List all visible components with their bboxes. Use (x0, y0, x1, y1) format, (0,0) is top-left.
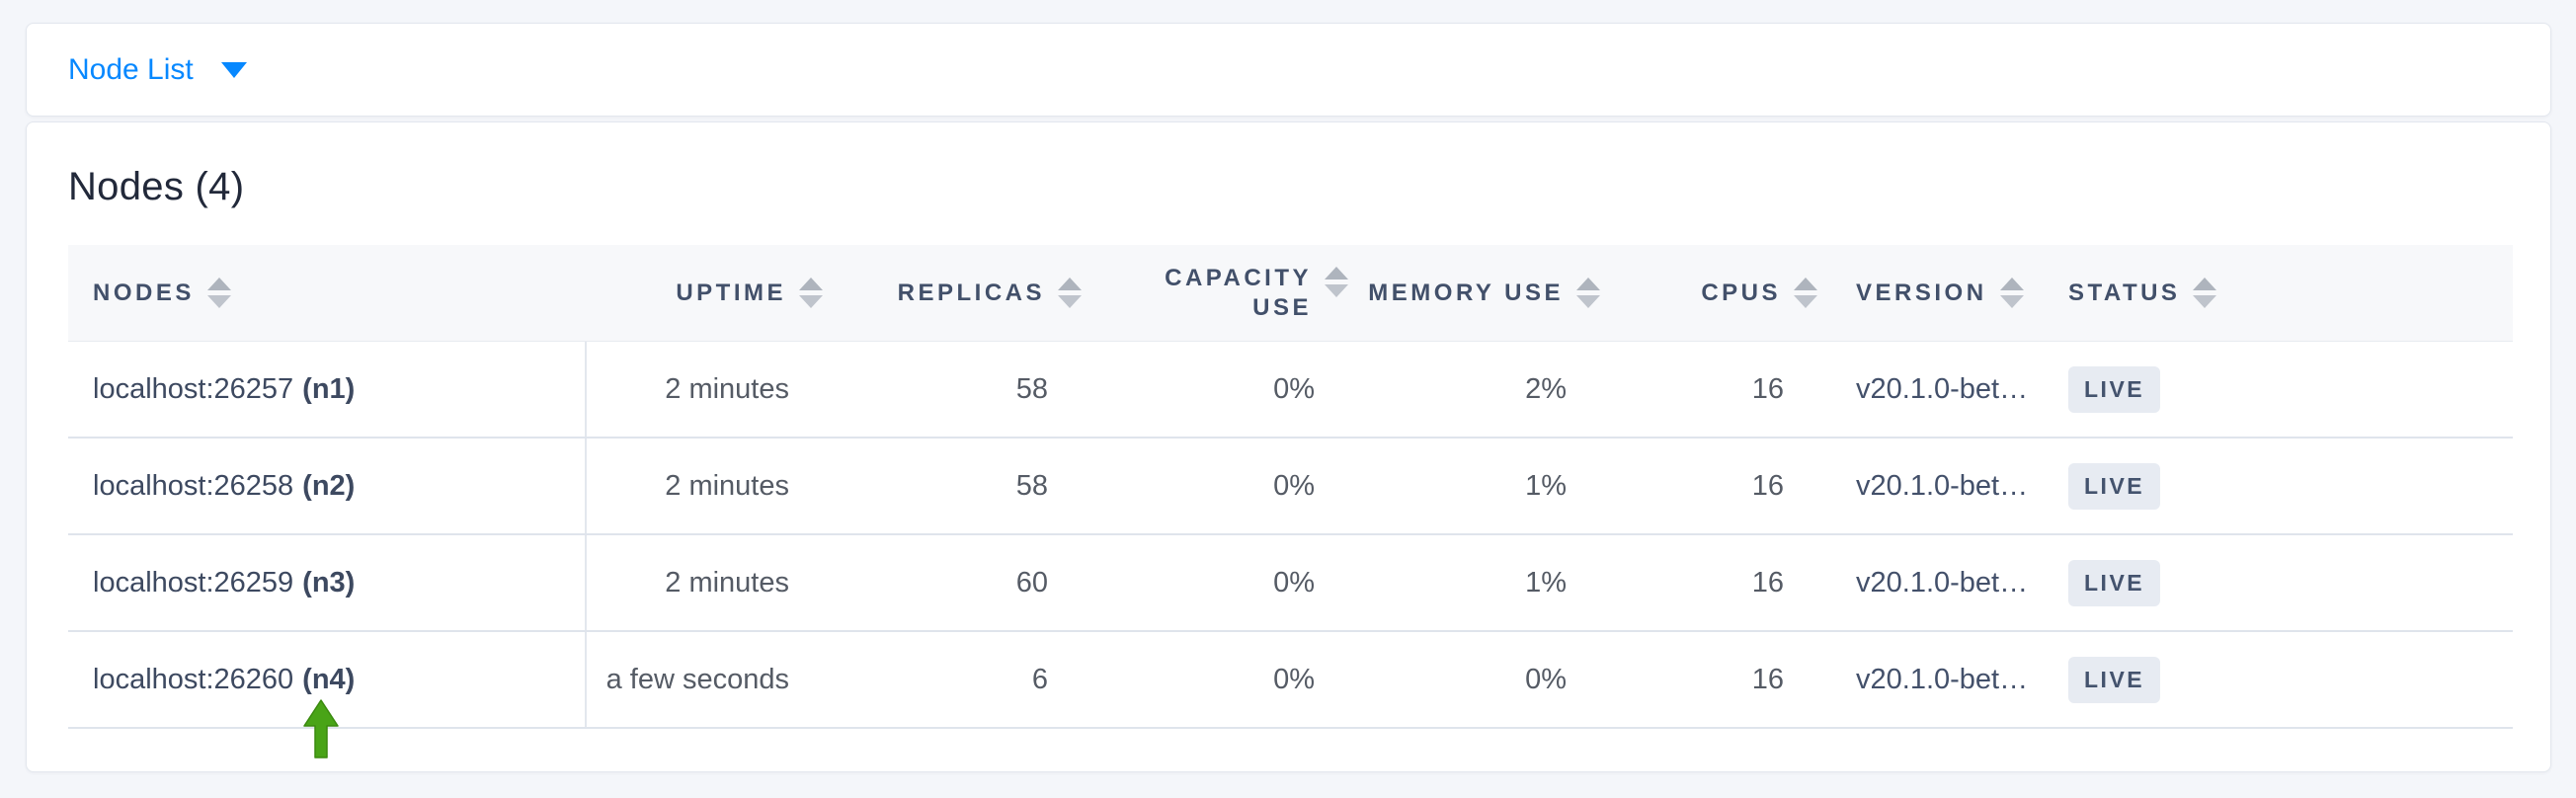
column-label: CPUS (1701, 279, 1781, 306)
column-header-version[interactable]: VERSION (1823, 245, 2041, 341)
table-row-n1[interactable]: localhost:26257 (n1) 2 minutes 58 0% 2% … (68, 342, 2513, 439)
capacity-use-cell: 0% (1273, 372, 1315, 405)
cpus-cell: 16 (1751, 469, 1784, 502)
column-label: NODES (93, 279, 195, 306)
status-cell: LIVE (2041, 632, 2513, 727)
status-badge: LIVE (2068, 462, 2161, 510)
node-cell[interactable]: localhost:26260 (n4) (68, 632, 587, 727)
uptime-cell: 2 minutes (665, 566, 789, 598)
column-header-replicas[interactable]: REPLICAS (829, 245, 1087, 341)
replicas-cell: 60 (1015, 566, 1048, 598)
table-row-n2[interactable]: localhost:26258 (n2) 2 minutes 58 0% 1% … (68, 439, 2513, 535)
memory-use-cell: 2% (1525, 372, 1567, 405)
column-header-uptime[interactable]: UPTIME (587, 245, 829, 341)
version-cell: v20.1.0-bet… (1856, 663, 2029, 695)
table-row-n4[interactable]: localhost:26260 (n4) a few seconds 6 0% … (68, 632, 2513, 729)
status-cell: LIVE (2041, 342, 2513, 437)
capacity-use-cell: 0% (1273, 663, 1315, 695)
version-cell: v20.1.0-bet… (1856, 372, 2029, 405)
column-label: STATUS (2068, 279, 2181, 306)
replicas-cell: 6 (1031, 663, 1048, 695)
cpus-cell: 16 (1751, 566, 1784, 598)
sort-icon[interactable] (1999, 278, 2024, 308)
status-badge: LIVE (2068, 559, 2161, 606)
view-selector-label: Node List (68, 52, 194, 86)
column-header-capacity-use[interactable]: CAPACITY USE (1087, 245, 1354, 341)
node-cell[interactable]: localhost:26257 (n1) (68, 342, 587, 437)
sort-icon[interactable] (1325, 267, 1348, 297)
nodes-table: NODES UPTIME REPLICAS CAPACITY USE MEMOR… (68, 245, 2513, 729)
column-header-nodes[interactable]: NODES (68, 245, 587, 341)
view-selector-bar: Node List (26, 23, 2551, 117)
column-label: REPLICAS (897, 279, 1045, 306)
column-label: MEMORY USE (1368, 279, 1564, 306)
uptime-cell: 2 minutes (665, 372, 789, 405)
nodes-panel: Nodes (4) NODES UPTIME REPLICAS CAPACITY… (26, 121, 2551, 772)
memory-use-cell: 1% (1525, 566, 1567, 598)
status-cell: LIVE (2041, 439, 2513, 533)
page-title: Nodes (4) (68, 165, 245, 208)
status-cell: LIVE (2041, 535, 2513, 630)
cpus-cell: 16 (1751, 372, 1784, 405)
replicas-cell: 58 (1015, 372, 1048, 405)
sort-icon[interactable] (206, 278, 231, 308)
column-label: UPTIME (676, 279, 786, 306)
caret-down-icon (220, 61, 247, 78)
column-header-cpus[interactable]: CPUS (1606, 245, 1823, 341)
sort-icon[interactable] (799, 278, 823, 308)
table-row-n3[interactable]: localhost:26259 (n3) 2 minutes 60 0% 1% … (68, 535, 2513, 632)
cpus-cell: 16 (1751, 663, 1784, 695)
memory-use-cell: 1% (1525, 469, 1567, 502)
node-cell[interactable]: localhost:26259 (n3) (68, 535, 587, 630)
node-address: localhost:26258 (93, 469, 294, 502)
table-header-row: NODES UPTIME REPLICAS CAPACITY USE MEMOR… (68, 245, 2513, 342)
replicas-cell: 58 (1015, 469, 1048, 502)
node-address: localhost:26259 (93, 566, 294, 598)
version-cell: v20.1.0-bet… (1856, 566, 2029, 598)
node-cell[interactable]: localhost:26258 (n2) (68, 439, 587, 533)
sort-icon[interactable] (1576, 278, 1600, 308)
node-id: (n2) (302, 469, 356, 502)
node-address: localhost:26260 (93, 663, 294, 695)
annotation-arrow-up-icon (303, 699, 339, 758)
uptime-cell: a few seconds (605, 663, 789, 695)
uptime-cell: 2 minutes (665, 469, 789, 502)
version-cell: v20.1.0-bet… (1856, 469, 2029, 502)
sort-icon[interactable] (1794, 278, 1817, 308)
status-badge: LIVE (2068, 365, 2161, 413)
status-badge: LIVE (2068, 656, 2161, 703)
node-id: (n1) (302, 372, 356, 405)
node-id: (n3) (302, 566, 356, 598)
capacity-use-cell: 0% (1273, 566, 1315, 598)
capacity-use-cell: 0% (1273, 469, 1315, 502)
node-address: localhost:26257 (93, 372, 294, 405)
sort-icon[interactable] (1058, 278, 1082, 308)
column-label: VERSION (1856, 279, 1987, 306)
sort-icon[interactable] (2193, 278, 2217, 308)
column-header-status[interactable]: STATUS (2041, 245, 2513, 341)
column-label: CAPACITY USE (1165, 264, 1312, 321)
memory-use-cell: 0% (1525, 663, 1567, 695)
column-header-memory-use[interactable]: MEMORY USE (1354, 245, 1606, 341)
view-selector-dropdown[interactable]: Node List (68, 53, 247, 87)
node-id: (n4) (302, 663, 356, 695)
